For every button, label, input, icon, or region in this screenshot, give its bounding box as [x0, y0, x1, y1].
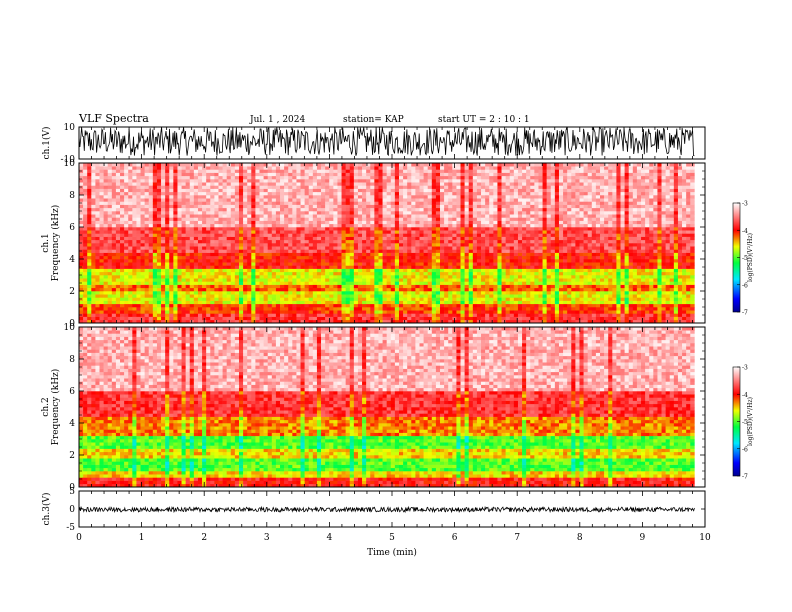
ch3-waveform-panel: 5 0 -5 ch.3(V) — [41, 487, 706, 533]
x-tick-label: 7 — [514, 533, 520, 543]
spectrogram-cells — [79, 163, 695, 324]
y-tick-label: 4 — [69, 255, 75, 265]
colorbar-label: log(PSD)(V²/Hz) — [747, 233, 754, 282]
colorbar-tick-label: -4 — [742, 228, 748, 235]
y-axis-label: ch.1 — [41, 233, 51, 252]
station-label: station= KAP — [343, 115, 404, 125]
colorbar-tick-label: -4 — [742, 392, 748, 399]
y-axis-label: ch.2 — [41, 397, 51, 416]
y-axis-label: Frequency (kHz) — [50, 205, 61, 282]
y-axis-label: Frequency (kHz) — [50, 369, 61, 446]
y-axis-label: ch.1(V) — [41, 127, 52, 160]
x-tick-label: 1 — [139, 533, 145, 543]
y-tick-label: 0 — [69, 319, 75, 329]
y-tick-label: 4 — [69, 419, 75, 429]
y-tick-label: 8 — [69, 191, 75, 201]
figure-title: VLF Spectra — [78, 112, 149, 125]
colorbar-tick-label: -5 — [742, 255, 748, 262]
colorbar-tick-label: -7 — [742, 474, 748, 481]
x-tick-label: 8 — [577, 533, 583, 543]
time-axis: 0 1 2 3 4 5 6 7 8 9 10 Time (min) — [76, 533, 711, 558]
y-tick-label: -5 — [66, 523, 75, 533]
ch2-spectrogram-panel: 0 2 4 6 8 10 ch.2 Frequency (kHz) — [41, 323, 706, 493]
y-tick-label: 2 — [69, 287, 75, 297]
y-tick-label: 10 — [64, 123, 76, 133]
date-label: Jul. 1 , 2024 — [249, 115, 305, 125]
colorbar-tick-label: -7 — [742, 310, 748, 317]
waveform-trace — [79, 505, 695, 514]
colorbar-tick-label: -3 — [742, 365, 748, 372]
y-tick-label: 10 — [64, 159, 76, 169]
x-tick-label: 3 — [264, 533, 270, 543]
y-tick-label: 0 — [69, 483, 75, 493]
y-tick-label: 6 — [69, 223, 75, 233]
colorbar-tick-label: -6 — [742, 282, 748, 289]
y-tick-label: 0 — [69, 505, 75, 515]
y-tick-label: 5 — [69, 487, 75, 497]
waveform-trace — [79, 127, 695, 157]
x-tick-label: 10 — [699, 533, 711, 543]
colorbar-tick-label: -3 — [742, 201, 748, 208]
x-tick-label: 4 — [327, 533, 333, 543]
y-axis-label: ch.3(V) — [41, 493, 52, 526]
spectrogram-cells — [79, 327, 695, 488]
x-tick-label: 9 — [640, 533, 646, 543]
y-tick-label: 2 — [69, 451, 75, 461]
ch1-waveform-panel: 10 -10 ch.1(V) — [41, 123, 706, 165]
x-tick-label: 6 — [452, 533, 458, 543]
ch1-spectrogram-panel: 0 2 4 6 8 10 ch.1 Frequency (kHz) — [41, 159, 706, 329]
y-tick-label: 8 — [69, 355, 75, 365]
ch1-colorbar: -7 -6 -5 -4 -3 log(PSD)(V²/Hz) — [732, 201, 754, 317]
colorbar-tick-label: -6 — [742, 446, 748, 453]
x-axis-label: Time (min) — [367, 547, 417, 558]
y-tick-label: 6 — [69, 387, 75, 397]
ch2-colorbar: -7 -6 -5 -4 -3 log(PSD)(V²/Hz) — [732, 365, 754, 481]
x-tick-label: 5 — [389, 533, 395, 543]
y-tick-label: -10 — [61, 155, 76, 165]
y-tick-label: 10 — [64, 323, 76, 333]
colorbar-tick-label: -5 — [742, 419, 748, 426]
x-tick-label: 0 — [76, 533, 82, 543]
x-tick-label: 2 — [201, 533, 207, 543]
colorbar-label: log(PSD)(V²/Hz) — [747, 397, 754, 446]
start-time-label: start UT = 2 : 10 : 1 — [438, 115, 530, 125]
